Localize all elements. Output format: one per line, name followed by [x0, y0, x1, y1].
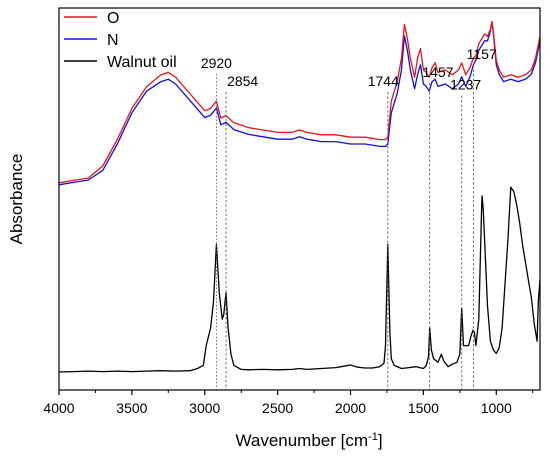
series-line-o — [58, 21, 541, 184]
series-line-walnut-oil — [58, 186, 541, 373]
annotation-label-1237: 1237 — [450, 77, 481, 93]
x-tick-label-2000: 2000 — [335, 400, 366, 416]
annotation-label-1744: 1744 — [368, 73, 399, 89]
x-tick-label-3000: 3000 — [189, 400, 220, 416]
x-axis-title-text: Wavenumber [cm — [235, 431, 368, 450]
axes-group: 4000 3500 3000 2500 2000 1500 1000 — [43, 7, 541, 416]
x-tick-label-3500: 3500 — [116, 400, 147, 416]
annotation-label-1157: 1157 — [467, 46, 497, 62]
x-tick-label-2500: 2500 — [262, 400, 293, 416]
legend: ON Walnut oil — [64, 10, 177, 71]
annotation-label-1457: 1457 — [422, 64, 453, 80]
x-axis-title-superscript: -1 — [368, 431, 378, 443]
annotation-label-2854: 2854 — [227, 73, 258, 89]
legend-label-o: O — [107, 10, 119, 27]
x-tick-label-1000: 1000 — [481, 400, 512, 416]
x-axis-title: Wavenumber [cm-1] — [235, 431, 382, 450]
legend-label-n: N — [107, 32, 119, 49]
legend-label-walnut-oil: Walnut oil — [107, 54, 177, 71]
series-lines — [58, 20, 541, 373]
y-axis-title: Absorbance — [7, 154, 26, 245]
x-axis-title-closing: ] — [378, 431, 383, 450]
x-tick-label-4000: 4000 — [43, 400, 74, 416]
plot-frame — [58, 7, 541, 391]
annotation-label-2920: 2920 — [201, 55, 232, 71]
x-tick-label-1500: 1500 — [408, 400, 439, 416]
